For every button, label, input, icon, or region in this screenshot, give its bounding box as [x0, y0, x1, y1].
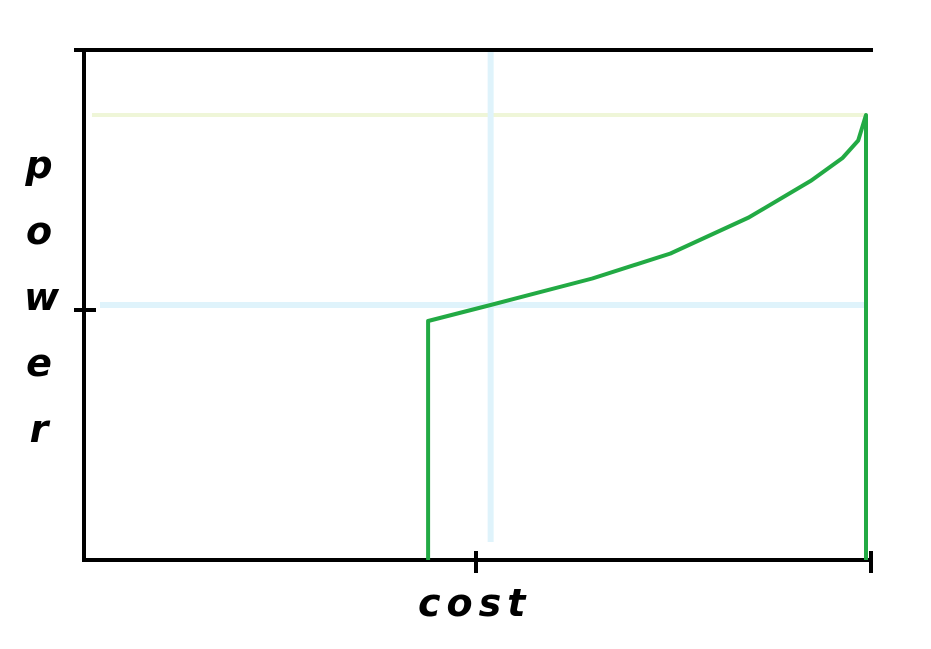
series-line	[426, 113, 868, 560]
y-axis-label: power	[24, 143, 60, 451]
x-axis-label: cost	[418, 581, 532, 625]
